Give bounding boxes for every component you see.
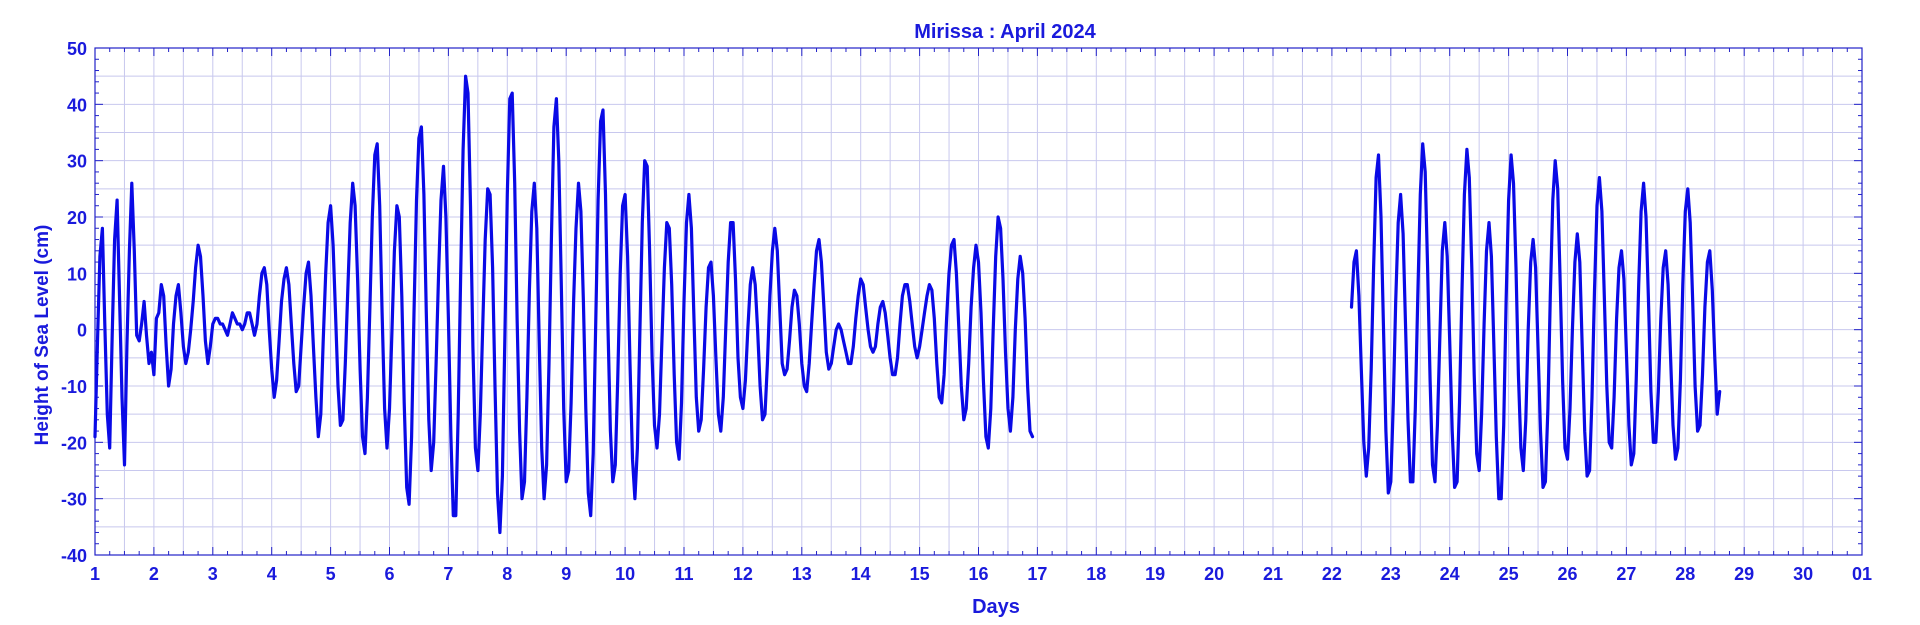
y-tick-label: 0 [77,321,87,341]
x-tick-label: 16 [968,564,988,584]
x-tick-label: 25 [1499,564,1519,584]
y-axis-label: Height of Sea Level (cm) [32,225,53,446]
x-tick-label: 24 [1440,564,1460,584]
x-tick-label: 22 [1322,564,1342,584]
x-tick-label: 5 [326,564,336,584]
x-tick-label: 20 [1204,564,1224,584]
x-tick-label: 12 [733,564,753,584]
x-tick-label: 28 [1675,564,1695,584]
series-segment-1 [93,74,1035,535]
x-tick-label: 01 [1852,564,1872,584]
x-tick-label: 14 [851,564,871,584]
x-tick-label: 19 [1145,564,1165,584]
x-tick-label: 8 [502,564,512,584]
x-tick-label: 3 [208,564,218,584]
x-tick-label: 7 [443,564,453,584]
x-tick-label: 13 [792,564,812,584]
y-tick-label: -10 [61,377,87,397]
plot-frame [94,47,1863,556]
grid-lines [94,47,1863,556]
x-tick-label: 30 [1793,564,1813,584]
y-tick-label: 30 [67,152,87,172]
x-tick-label: 6 [384,564,394,584]
x-tick-label: 15 [910,564,930,584]
x-tick-labels: 1 2 3 4 5 6 7 8 9 10 11 12 13 14 15 16 17 18 19 20 21 22 23 24 2… [90,564,1872,584]
series-segment-2 [1349,142,1722,501]
y-tick-label: -20 [61,433,87,453]
chart-title: Mirissa : April 2024 [914,21,1096,43]
x-tick-label: 4 [267,564,277,584]
y-tick-label: -40 [61,546,87,566]
x-tick-label: 21 [1263,564,1283,584]
x-tick-label: 18 [1086,564,1106,584]
y-tick-label: 10 [67,264,87,284]
x-tick-label: 11 [674,564,693,584]
x-tick-label: 27 [1616,564,1636,584]
x-tick-label: 29 [1734,564,1754,584]
x-tick-label: 1 [90,564,100,584]
x-tick-label: 9 [561,564,571,584]
sea-level-series [93,74,1722,535]
x-tick-label: 17 [1027,564,1047,584]
x-tick-label: 2 [149,564,159,584]
y-tick-label: 20 [67,208,87,228]
x-tick-label: 26 [1557,564,1577,584]
y-tick-label: -30 [61,490,87,510]
y-tick-labels: 50 40 30 20 10 0 -10 -20 -30 -40 [61,39,87,566]
y-tick-label: 40 [67,95,87,115]
x-axis-label: Days [972,596,1020,618]
y-tick-label: 50 [67,39,87,59]
x-tick-label: 10 [615,564,635,584]
x-tick-label: 23 [1381,564,1401,584]
